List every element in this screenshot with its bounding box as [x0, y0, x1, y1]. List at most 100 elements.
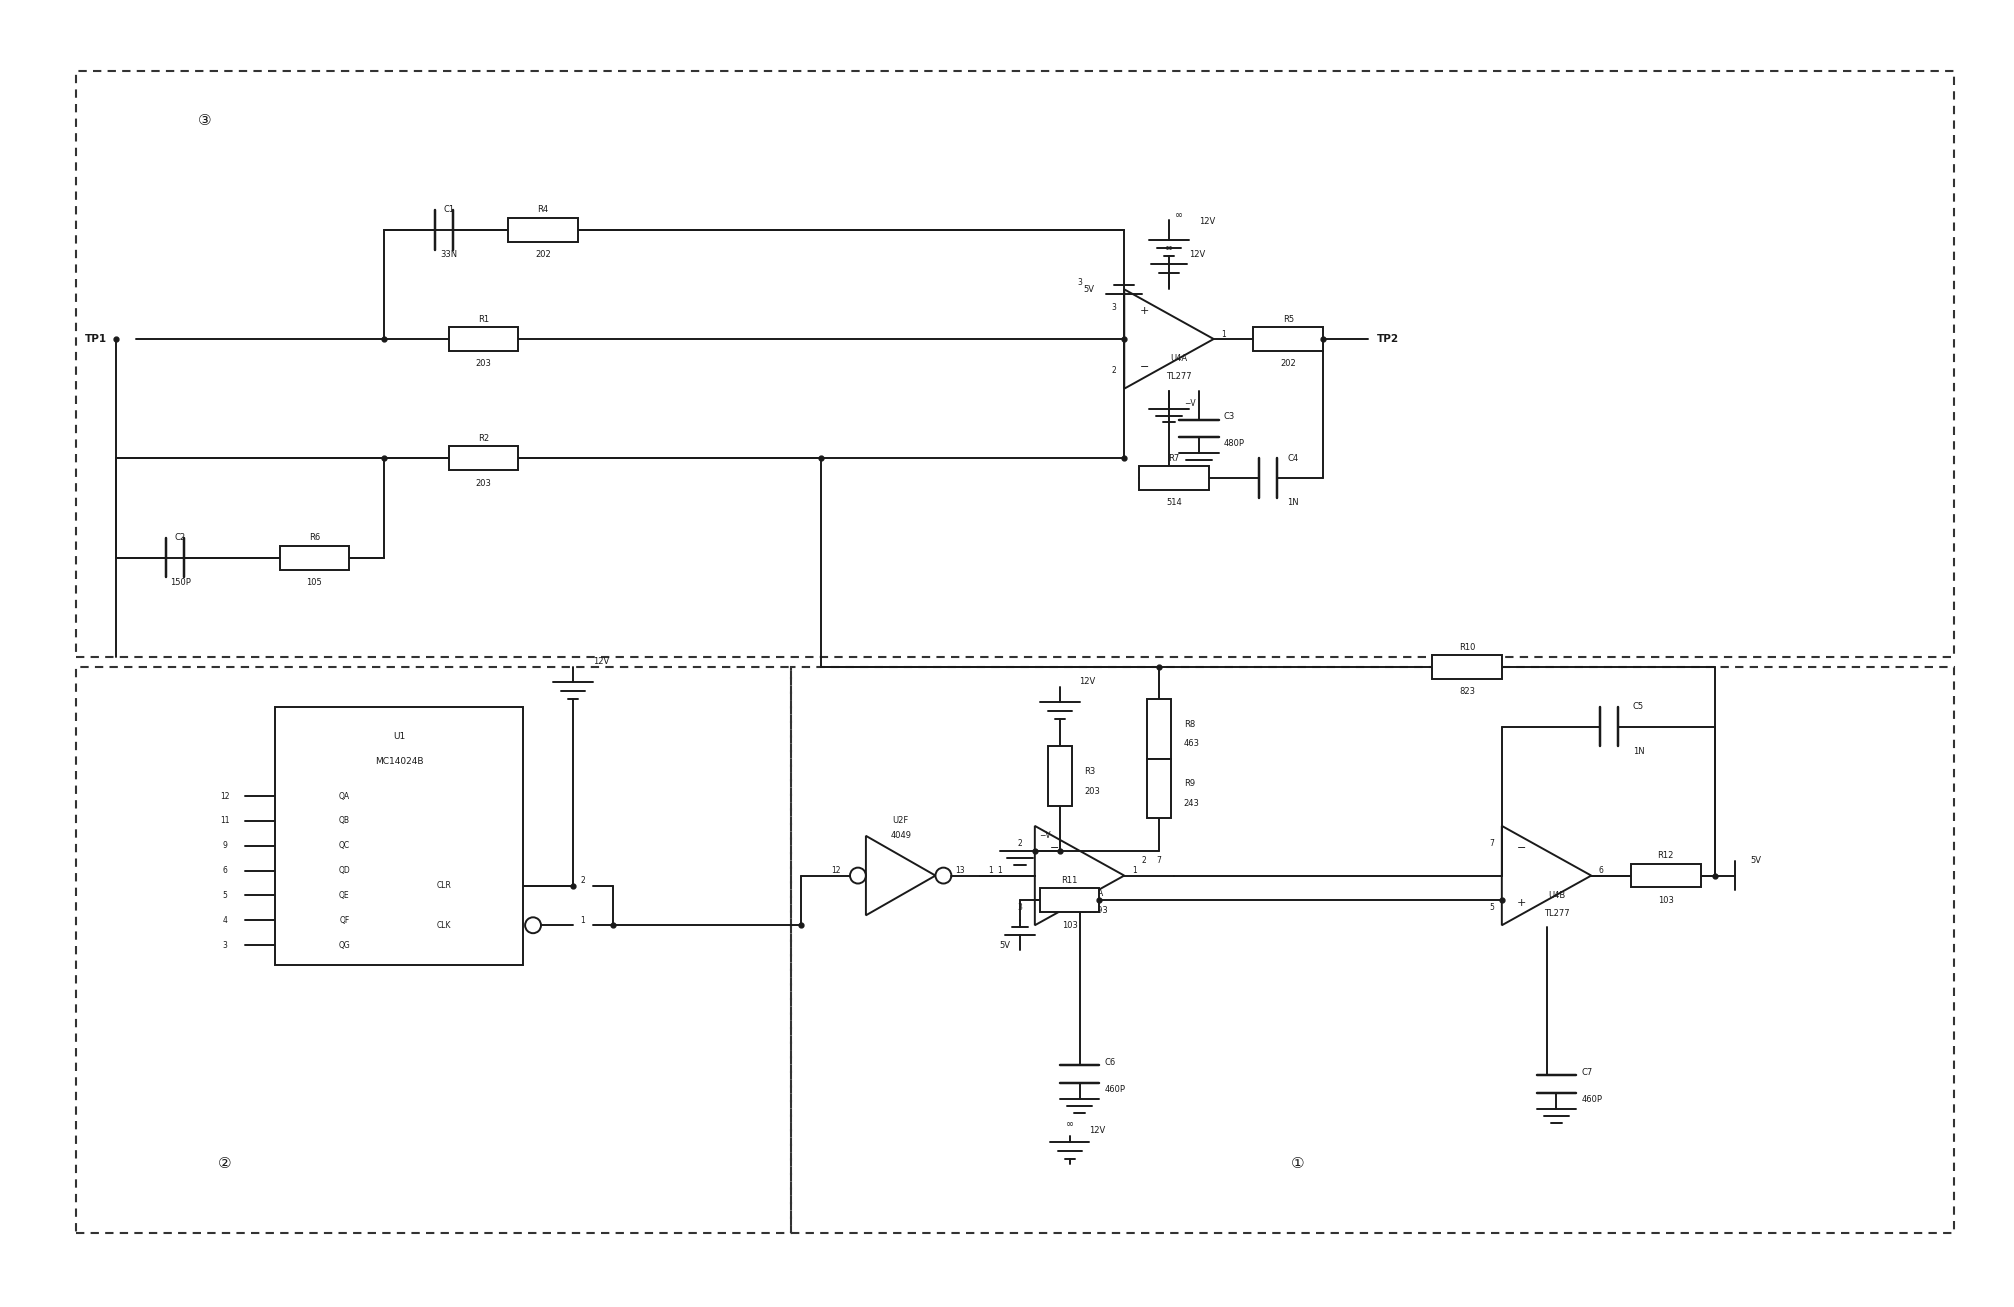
- Text: 1: 1: [987, 867, 993, 876]
- Text: 103: 103: [1061, 920, 1077, 929]
- Text: −V: −V: [1184, 399, 1194, 408]
- Bar: [1253, 327, 1323, 352]
- Text: 460P: 460P: [1581, 1095, 1601, 1103]
- Bar: [77, 667, 792, 1234]
- Text: 33N: 33N: [439, 250, 457, 259]
- Text: R10: R10: [1458, 643, 1474, 652]
- Text: 514: 514: [1166, 498, 1182, 507]
- Text: 2: 2: [1142, 856, 1146, 865]
- Text: 1: 1: [1220, 329, 1225, 339]
- Text: +: +: [1138, 306, 1148, 316]
- Text: −V: −V: [1039, 831, 1049, 840]
- Text: 3: 3: [222, 941, 228, 950]
- Text: LM193: LM193: [1080, 906, 1108, 915]
- Text: −: −: [1517, 843, 1527, 852]
- Text: 460P: 460P: [1104, 1085, 1126, 1094]
- Text: 202: 202: [1279, 359, 1295, 369]
- Text: 463: 463: [1184, 740, 1198, 749]
- Text: 203: 203: [475, 478, 491, 488]
- Text: U1: U1: [393, 732, 405, 741]
- Text: +: +: [1049, 898, 1059, 908]
- Text: 6: 6: [222, 867, 228, 876]
- Text: C7: C7: [1581, 1068, 1591, 1077]
- Text: 5V: 5V: [999, 941, 1009, 950]
- Text: 1: 1: [997, 867, 1001, 876]
- Text: U3A: U3A: [1086, 889, 1102, 898]
- Text: 103: 103: [1658, 895, 1674, 904]
- Text: QA: QA: [338, 792, 350, 801]
- Text: 3: 3: [1112, 303, 1116, 312]
- Bar: [1138, 467, 1208, 490]
- Text: 12V: 12V: [592, 657, 608, 667]
- Text: CLK: CLK: [437, 920, 451, 929]
- Text: 480P: 480P: [1222, 439, 1245, 448]
- Bar: [508, 218, 578, 242]
- Text: 12V: 12V: [1188, 250, 1204, 259]
- Text: C1: C1: [443, 205, 453, 214]
- Text: 5: 5: [222, 891, 228, 901]
- Text: 12V: 12V: [1090, 1127, 1106, 1136]
- Text: QF: QF: [338, 916, 348, 925]
- Text: U4B: U4B: [1547, 891, 1565, 901]
- Text: C3: C3: [1222, 412, 1235, 421]
- Text: 243: 243: [1184, 799, 1198, 808]
- Text: 105: 105: [306, 578, 322, 587]
- Text: −: −: [1138, 362, 1148, 371]
- Text: 2: 2: [1017, 839, 1021, 848]
- Bar: [1146, 759, 1170, 818]
- Bar: [449, 327, 518, 352]
- Text: C6: C6: [1104, 1057, 1116, 1067]
- Text: −: −: [1049, 843, 1059, 852]
- Bar: [1432, 655, 1500, 678]
- Text: ∞: ∞: [1174, 210, 1182, 220]
- Text: R8: R8: [1184, 720, 1194, 728]
- Text: 13: 13: [955, 867, 965, 876]
- Text: TL277: TL277: [1166, 372, 1190, 382]
- Text: 7: 7: [1156, 856, 1160, 865]
- Text: 1N: 1N: [1631, 746, 1643, 755]
- Text: R9: R9: [1184, 779, 1194, 788]
- Bar: [77, 71, 1954, 657]
- Text: 1: 1: [1132, 867, 1136, 876]
- Text: CLR: CLR: [435, 881, 451, 890]
- Text: R7: R7: [1168, 454, 1178, 463]
- Bar: [1629, 864, 1700, 887]
- Text: ①: ①: [1291, 1157, 1305, 1171]
- Text: 12: 12: [220, 792, 230, 801]
- Text: ∞: ∞: [1065, 1119, 1073, 1129]
- Text: R6: R6: [308, 533, 320, 542]
- Bar: [792, 667, 1954, 1234]
- Text: 203: 203: [475, 359, 491, 369]
- Text: MC14024B: MC14024B: [375, 757, 423, 766]
- Text: ②: ②: [218, 1157, 232, 1171]
- Text: QC: QC: [338, 842, 350, 851]
- Text: R2: R2: [477, 434, 489, 443]
- Text: +: +: [1517, 898, 1527, 908]
- Text: 3: 3: [1077, 278, 1082, 286]
- Text: TL277: TL277: [1543, 908, 1569, 918]
- Text: R11: R11: [1061, 876, 1077, 885]
- Text: 4: 4: [222, 916, 228, 925]
- Text: 11: 11: [220, 817, 230, 826]
- Text: 4049: 4049: [890, 831, 910, 840]
- Text: ∞: ∞: [1164, 243, 1172, 252]
- Text: 823: 823: [1458, 687, 1474, 697]
- Text: R5: R5: [1283, 315, 1293, 324]
- Text: 5: 5: [1488, 903, 1494, 912]
- Text: ③: ③: [197, 112, 211, 128]
- Text: 12V: 12V: [1080, 677, 1096, 686]
- Text: QB: QB: [338, 817, 350, 826]
- Bar: [1047, 746, 1071, 806]
- Text: U2F: U2F: [892, 817, 908, 826]
- Text: R3: R3: [1084, 767, 1096, 776]
- Text: QD: QD: [338, 867, 350, 876]
- Text: QG: QG: [338, 941, 350, 950]
- Text: 203: 203: [1084, 787, 1100, 796]
- Text: QE: QE: [338, 891, 348, 901]
- Bar: [274, 707, 524, 965]
- Bar: [280, 546, 348, 570]
- Text: U4A: U4A: [1170, 354, 1186, 363]
- Text: R1: R1: [477, 315, 489, 324]
- Text: 1N: 1N: [1287, 498, 1299, 507]
- Text: C2: C2: [175, 533, 185, 542]
